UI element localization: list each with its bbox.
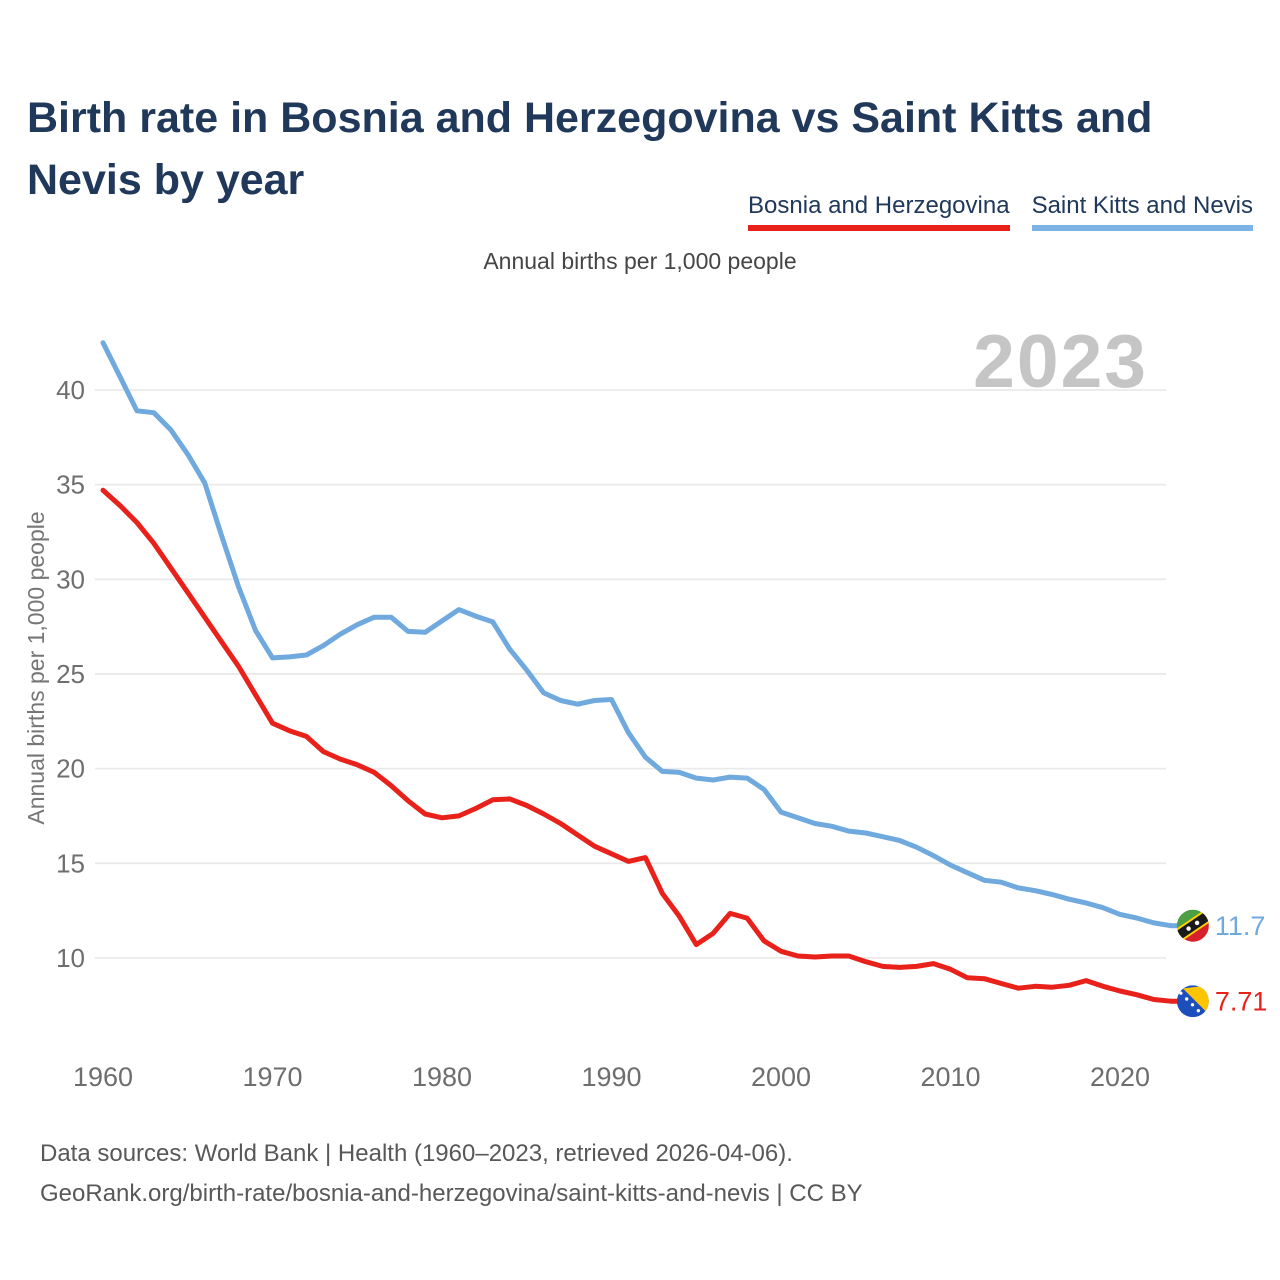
- legend: Bosnia and Herzegovina Saint Kitts and N…: [748, 192, 1253, 231]
- x-tick-label: 2000: [751, 1062, 811, 1092]
- y-tick-label: 40: [56, 375, 85, 405]
- y-tick-label: 30: [56, 564, 85, 594]
- page-title: Birth rate in Bosnia and Herzegovina vs …: [27, 93, 1153, 205]
- series-end-value-saint-kitts-and-nevis: 11.7: [1215, 911, 1266, 941]
- footer: Data sources: World Bank | Health (1960–…: [40, 1134, 863, 1214]
- gridlines: [95, 389, 1166, 959]
- series-end-value-bosnia-and-herzegovina: 7.71: [1215, 987, 1268, 1017]
- chart-subtitle: Annual births per 1,000 people: [483, 248, 797, 274]
- y-axis-title: Annual births per 1,000 people: [23, 511, 49, 824]
- footer-data-sources: Data sources: World Bank | Health (1960–…: [40, 1140, 793, 1167]
- series-line-saint-kitts-and-nevis: [100, 340, 1174, 929]
- y-axis-tick-labels: 10 15 20 25 30 35 40: [56, 375, 85, 973]
- x-tick-label: 1990: [581, 1062, 641, 1092]
- x-tick-label: 1980: [412, 1062, 472, 1092]
- y-tick-label: 25: [56, 659, 85, 689]
- y-tick-label: 15: [56, 848, 85, 878]
- x-tick-label: 2020: [1090, 1062, 1150, 1092]
- y-tick-label: 20: [56, 754, 85, 784]
- x-tick-label: 2010: [920, 1062, 980, 1092]
- legend-item-saint-kitts-and-nevis[interactable]: Saint Kitts and Nevis: [1031, 192, 1253, 231]
- x-tick-label: 1960: [73, 1062, 133, 1092]
- footer-attribution: GeoRank.org/birth-rate/bosnia-and-herzeg…: [40, 1180, 863, 1207]
- y-tick-label: 35: [56, 470, 85, 500]
- bosnia-and-herzegovina-flag-icon: [1176, 985, 1209, 1018]
- series-line-bosnia-and-herzegovina: [100, 487, 1174, 1004]
- x-tick-label: 1970: [242, 1062, 302, 1092]
- legend-item-bosnia-and-herzegovina[interactable]: Bosnia and Herzegovina: [748, 192, 1010, 231]
- x-axis-tick-labels: 1960 1970 1980 1990 2000 2010 2020: [73, 1062, 1150, 1092]
- y-tick-label: 10: [56, 943, 85, 973]
- year-watermark: 2023: [973, 319, 1148, 403]
